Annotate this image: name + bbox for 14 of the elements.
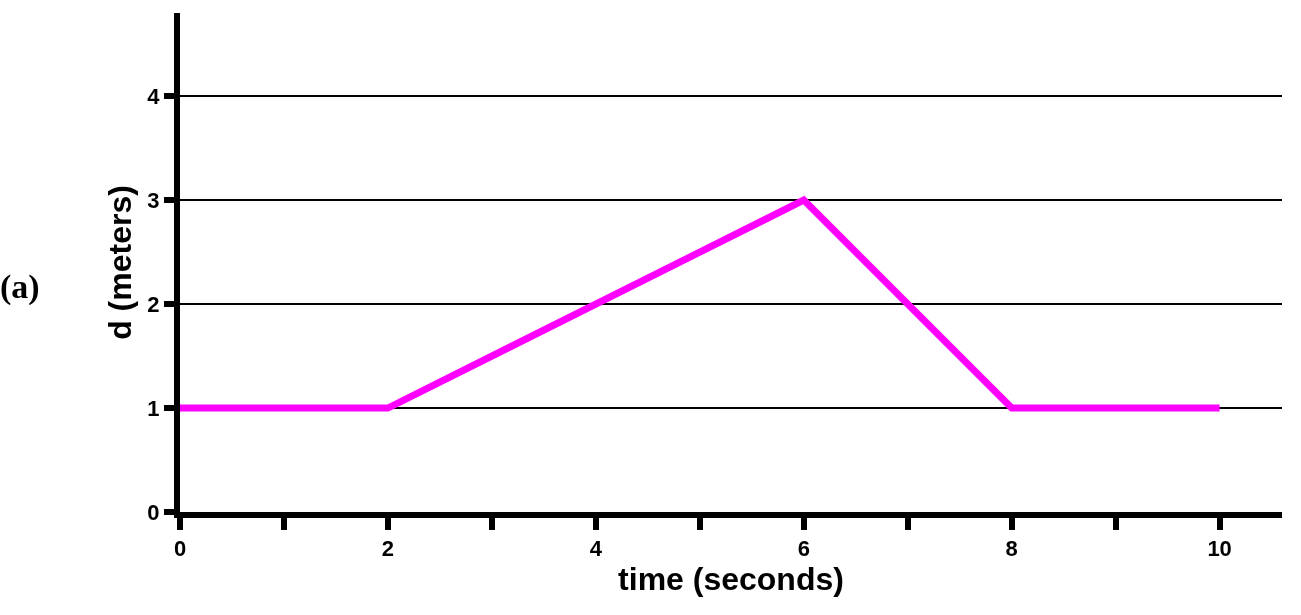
text: (a) [0, 268, 40, 306]
y-tick-label: 1 [147, 395, 160, 421]
x-axis-title: time (seconds) [618, 561, 844, 598]
y-tick-label: 2 [147, 291, 160, 317]
x-tick-label: 10 [1207, 536, 1232, 562]
y-tick-label: 0 [147, 499, 160, 525]
x-tick-label: 2 [381, 536, 395, 562]
x-tick-label: 4 [589, 536, 603, 562]
x-tick-label: 6 [797, 536, 810, 562]
y-axis-title: d (meters) [102, 185, 139, 340]
y-tick-label: 3 [147, 187, 160, 213]
x-tick-label: 8 [1005, 536, 1018, 562]
y-tick-label: 4 [147, 83, 161, 109]
x-tick-label: 0 [173, 536, 187, 562]
